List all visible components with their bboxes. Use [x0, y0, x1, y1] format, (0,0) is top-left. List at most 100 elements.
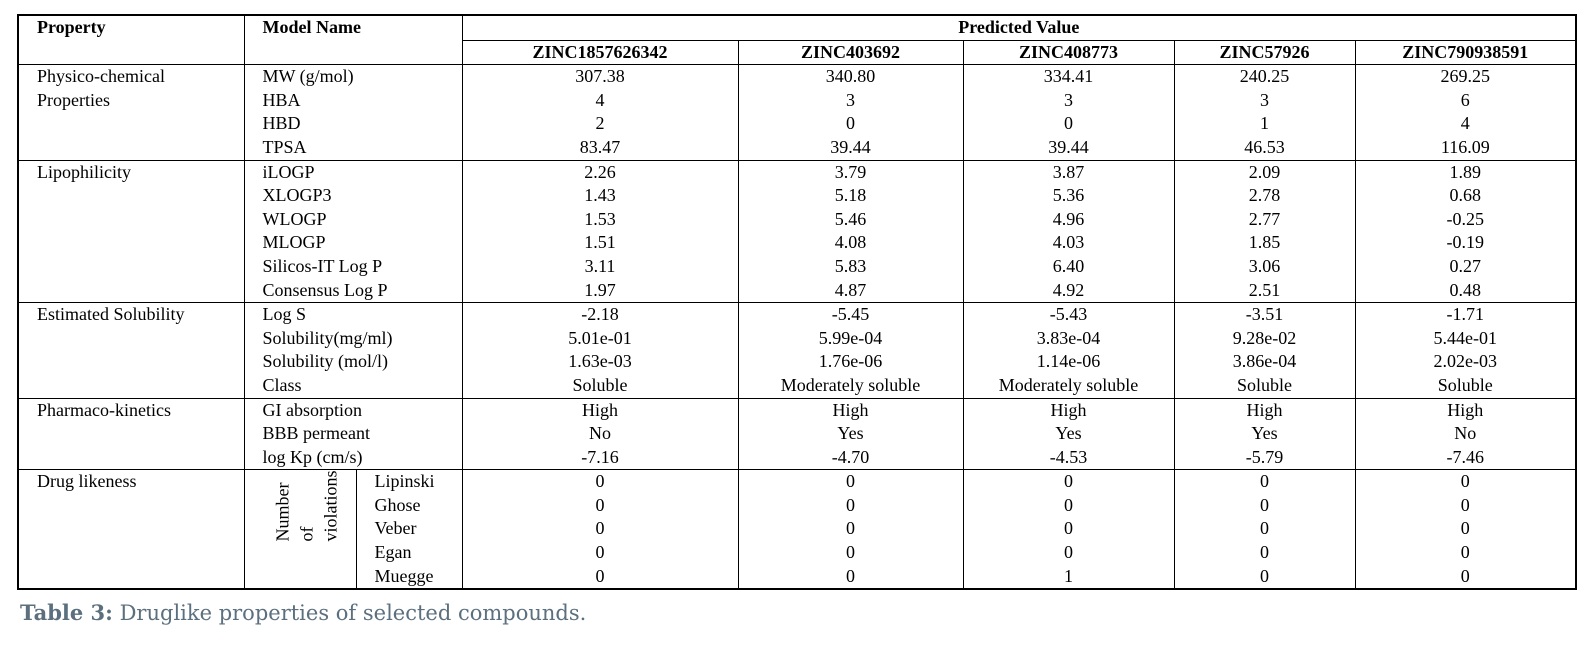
value-cell: -0.19 [1354, 231, 1577, 255]
value-cell: 1.51 [461, 231, 739, 255]
value-cell: 1.14e-06 [962, 350, 1175, 374]
value-cell: -4.53 [962, 445, 1175, 470]
property-header: Property [17, 15, 245, 65]
value-cell: 0 [737, 541, 964, 565]
value-cell: 2.02e-03 [1354, 350, 1577, 374]
property-group-label: Physico-chemical Properties [17, 64, 245, 161]
value-cell: Moderately soluble [737, 373, 964, 398]
value-cell: 0 [737, 112, 964, 136]
value-cell: No [1354, 422, 1577, 446]
model-name-cell: Class [243, 373, 463, 398]
value-cell: 0.68 [1354, 184, 1577, 208]
value-cell: -5.79 [1173, 445, 1356, 470]
table-body: Property Model Name Predicted Value ZINC… [17, 15, 1577, 590]
value-cell: 1.85 [1173, 231, 1356, 255]
value-cell: 1.97 [461, 278, 739, 303]
value-cell: Yes [962, 422, 1175, 446]
model-name-cell: Silicos-IT Log P [243, 254, 463, 279]
header-row-1: Property Model Name Predicted Value [17, 15, 1577, 65]
value-cell: 1 [1173, 112, 1356, 136]
value-cell: Soluble [1354, 373, 1577, 398]
table-row: Pharmaco-kinetics GI absorption High High Hi… [17, 397, 1577, 470]
property-group-label: Estimated Solubility [17, 302, 245, 398]
value-cell: -0.25 [1354, 207, 1577, 232]
value-cell: 3.79 [737, 159, 964, 185]
model-name-cell: Consensus Log P [243, 278, 463, 303]
value-cell: 0 [1173, 564, 1356, 590]
value-cell: High [1173, 397, 1356, 423]
table-row: Drug likeness Number of violations Lipinsk… [17, 469, 1577, 590]
value-cell: High [461, 397, 739, 423]
value-cell: 3.83e-04 [962, 326, 1175, 351]
value-cell: 334.41 [962, 64, 1175, 89]
value-cell: 0 [461, 564, 739, 590]
value-cell: 4.03 [962, 231, 1175, 255]
value-cell: 5.01e-01 [461, 326, 739, 351]
table-row: TPSA 83.47 39.44 39.44 46.53 116.09 [18, 135, 1577, 161]
violations-label: Number of violations [272, 470, 340, 542]
value-cell: 0 [737, 564, 964, 590]
model-name-cell: Veber [355, 517, 463, 542]
value-cell: 1.43 [461, 184, 739, 208]
model-name-cell: Log S [243, 302, 463, 327]
value-cell: 1 [962, 564, 1175, 590]
table-row: Veber 0 0 0 0 0 [18, 517, 1577, 542]
value-cell: 5.46 [737, 207, 964, 232]
value-cell: Soluble [461, 373, 739, 398]
value-cell: 4 [1354, 112, 1577, 136]
value-cell: 0 [1354, 517, 1577, 542]
value-cell: 1.76e-06 [737, 350, 964, 374]
model-name-cell: MLOGP [243, 231, 463, 255]
value-cell: 3.87 [962, 159, 1175, 185]
value-cell: 340.80 [737, 64, 964, 89]
value-cell: 2 [461, 112, 739, 136]
value-cell: 6.40 [962, 254, 1175, 279]
value-cell: 0 [1173, 469, 1356, 494]
value-cell: Yes [737, 422, 964, 446]
value-cell: 4.08 [737, 231, 964, 255]
table-row: Ghose 0 0 0 0 0 [18, 493, 1577, 518]
table-row: Solubility (mol/l) 1.63e-03 1.76e-06 1.14e-… [18, 350, 1577, 374]
table-row: Muegge 0 0 1 0 0 [18, 564, 1577, 590]
caption-label: Table 3: [20, 600, 113, 625]
table-row: log Kp (cm/s) -7.16 -4.70 -4.53 -5.79 -7.46 [18, 445, 1577, 470]
value-cell: 0 [1354, 564, 1577, 590]
model-name-cell: Solubility(mg/ml) [243, 326, 463, 351]
model-name-cell: iLOGP [243, 159, 463, 185]
value-cell: 307.38 [461, 64, 739, 89]
table-row: Silicos-IT Log P 3.11 5.83 6.40 3.06 0.27 [18, 254, 1577, 279]
value-cell: 0 [1173, 541, 1356, 565]
model-name-header: Model Name [243, 15, 463, 65]
caption-text: Druglike properties of selected compound… [112, 601, 587, 625]
compound-header: ZINC403692 [737, 40, 964, 65]
value-cell: 240.25 [1173, 64, 1356, 89]
header-row-2: ZINC1857626342 ZINC403692 ZINC408773 ZIN… [18, 40, 1577, 65]
model-name-cell: Egan [355, 541, 463, 565]
value-cell: 3.11 [461, 254, 739, 279]
table-row: BBB permeant No Yes Yes Yes No [18, 422, 1577, 446]
value-cell: 2.77 [1173, 207, 1356, 232]
value-cell: 2.09 [1173, 159, 1356, 185]
model-name-cell: HBD [243, 112, 463, 136]
value-cell: -2.18 [461, 302, 739, 327]
druglike-properties-table: Property Model Name Predicted Value ZINC… [17, 14, 1578, 591]
value-cell: 3 [1173, 88, 1356, 113]
value-cell: 0 [962, 493, 1175, 518]
value-cell: 1.53 [461, 207, 739, 232]
value-cell: 4.87 [737, 278, 964, 303]
value-cell: 269.25 [1354, 64, 1577, 89]
compound-header: ZINC790938591 [1354, 40, 1577, 65]
value-cell: 0 [962, 112, 1175, 136]
value-cell: Moderately soluble [962, 373, 1175, 398]
value-cell: 0 [1354, 541, 1577, 565]
value-cell: -1.71 [1354, 302, 1577, 327]
table-container: Property Model Name Predicted Value ZINC… [17, 14, 1578, 591]
value-cell: Yes [1173, 422, 1356, 446]
table-row: Solubility(mg/ml) 5.01e-01 5.99e-04 3.83e-0… [18, 326, 1577, 351]
compound-header: ZINC57926 [1173, 40, 1356, 65]
value-cell: 0 [461, 469, 739, 494]
value-cell: 2.26 [461, 159, 739, 185]
table-row: XLOGP3 1.43 5.18 5.36 2.78 0.68 [18, 184, 1577, 208]
value-cell: High [737, 397, 964, 423]
property-group-label: Drug likeness [17, 469, 245, 590]
